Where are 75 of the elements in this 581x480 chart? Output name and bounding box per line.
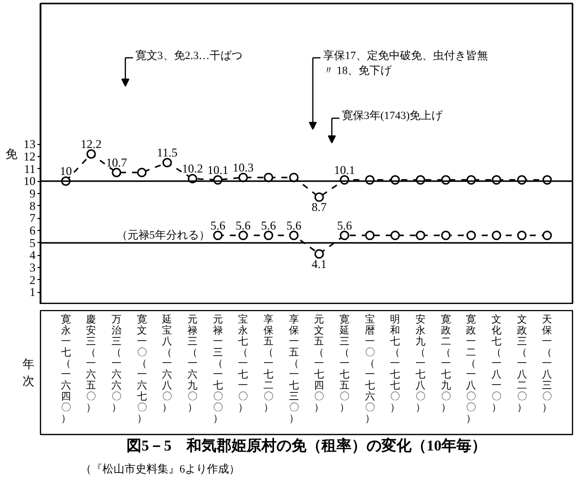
y-tick-label: 9 (30, 186, 36, 200)
y-tick-label: 1 (30, 285, 36, 300)
data-label: 4.1 (312, 256, 327, 271)
category-label: 明和七（一七七〇） (390, 314, 400, 414)
text: 図5－5 和気郡姫原村の免（租率）の変化（10年毎） (126, 436, 486, 454)
data-label: 5.6 (337, 218, 352, 232)
point (112, 168, 122, 178)
category-label: 元禄一三（一七〇〇） (212, 314, 223, 424)
category-label: 宝永七（一七一〇） (238, 314, 248, 414)
category-label: 安永九（一七八〇） (416, 314, 426, 414)
data-label: 11.5 (156, 146, 178, 160)
point (416, 230, 426, 240)
y-tick-label: 5 (30, 236, 36, 250)
data-label: 10.7 (106, 156, 127, 170)
annotation: 寛文3、免2.3…干ばつ (135, 48, 243, 62)
data-label: 10 (60, 164, 72, 178)
y-tick-label: 13 (24, 137, 36, 152)
annotation: （元禄5年分れる） (116, 228, 210, 242)
category-label: 寛政一二（一八〇〇） (466, 314, 476, 424)
y-tick-label: 2 (30, 272, 36, 287)
point (264, 230, 274, 240)
y-tick-label: 7 (30, 211, 36, 226)
category-label: 寛永一七（一六四〇） (60, 314, 71, 424)
point (162, 158, 172, 168)
category-label: 宝暦一〇（一七六〇） (364, 314, 375, 424)
category-label: 文政三（一八二〇） (516, 314, 527, 414)
point (314, 192, 324, 202)
y-tick-label: 10 (24, 174, 36, 188)
point (86, 149, 96, 159)
category-label: 寛文一〇（一六七〇） (136, 314, 147, 424)
point (517, 230, 527, 240)
annotation: 寛保3年(1743)免上げ (342, 109, 444, 122)
data-label: 5.6 (261, 218, 276, 232)
category-label: 天保一（一八三〇） (542, 314, 552, 414)
category-label: 延宝八（一六八〇） (162, 314, 172, 414)
x-axis-title: 年次 (22, 357, 34, 388)
category-label: 元文五（一七四〇） (314, 314, 324, 414)
point (289, 230, 299, 240)
data-label: 10.1 (334, 162, 355, 177)
point (213, 230, 223, 240)
point (314, 249, 324, 259)
point (466, 230, 476, 240)
category-label: 享保一五（一七三〇） (288, 314, 299, 424)
y-tick-label: 4 (30, 248, 36, 262)
category-label: 寛政二（一七九〇） (440, 314, 451, 414)
data-label: 5.6 (210, 218, 226, 232)
category-label: 万治三（一六六〇） (112, 314, 122, 414)
point (137, 168, 147, 178)
text: （『松山市史料集』6より作成） (80, 462, 240, 476)
y-axis-title: 免 (6, 147, 18, 161)
point (340, 230, 350, 240)
data-label: 8.7 (312, 200, 327, 214)
point (238, 230, 248, 240)
annotation: 享保17、定免中破免、虫付き皆無〃 18、免下げ (322, 48, 488, 77)
category-label: 元禄三（一六九〇） (188, 314, 198, 414)
y-tick-label: 12 (24, 149, 36, 164)
data-label: 10.2 (182, 162, 203, 176)
data-label: 12.2 (80, 137, 102, 151)
point (542, 230, 552, 240)
data-label: 10.3 (232, 160, 254, 174)
y-tick-label: 3 (30, 260, 36, 274)
y-tick-label: 11 (24, 162, 36, 176)
category-label: 享保五（一七二〇） (264, 314, 274, 414)
data-label: 10.1 (207, 162, 228, 177)
category-label: 慶安三（一六五〇） (86, 314, 96, 414)
y-tick-label: 8 (30, 198, 36, 213)
point (390, 230, 400, 240)
data-label: 5.6 (236, 218, 251, 232)
point (492, 230, 502, 240)
data-label: 5.6 (286, 218, 302, 232)
category-label: 文化七（一八一〇） (492, 314, 502, 414)
point (441, 230, 451, 240)
category-label: 寛延三（一七五〇） (340, 314, 350, 414)
y-tick-label: 6 (30, 223, 36, 238)
point (365, 230, 375, 240)
